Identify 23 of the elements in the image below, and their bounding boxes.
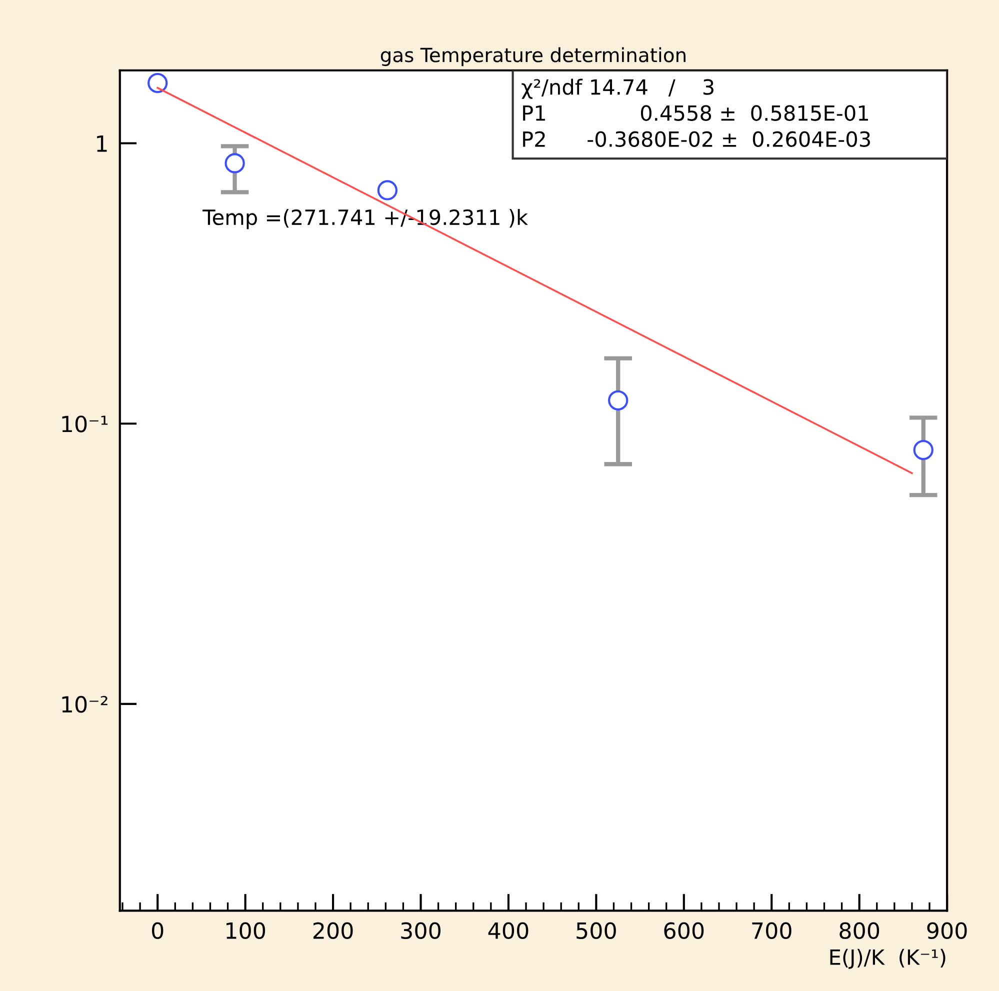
point [224, 153, 245, 174]
x-tick-label: 100 [226, 922, 266, 940]
y-tick-label: 1 [97, 136, 107, 152]
point [608, 390, 628, 410]
x-axis-title: E(J)/K (K⁻¹) [830, 948, 946, 969]
annotation: χ²/ndf 14.74 / 3 [522, 78, 714, 99]
point [377, 180, 398, 200]
x-tick-label: 0 [152, 922, 164, 940]
x-tick-label: 300 [401, 922, 440, 940]
x-tick-label: 400 [488, 922, 528, 940]
point [148, 72, 168, 94]
x-tick-label: 700 [752, 922, 792, 940]
annotation: P1 0.4558 ± 0.5815E-01 [523, 105, 868, 121]
y-tick-label: 10⁻¹ [62, 416, 108, 432]
chart-title: gas Temperature determination [380, 47, 686, 66]
x-tick-label: 200 [313, 922, 353, 940]
annotation: P2 -0.3680E-02 ± 0.2604E-03 [523, 131, 870, 147]
x-tick-label: 900 [927, 922, 967, 940]
point [913, 440, 934, 460]
x-tick-label: 600 [664, 922, 704, 940]
x-tick-label: 500 [576, 922, 616, 940]
x-tick-label: 800 [840, 922, 880, 940]
y-tick-label: 10⁻² [62, 696, 108, 713]
